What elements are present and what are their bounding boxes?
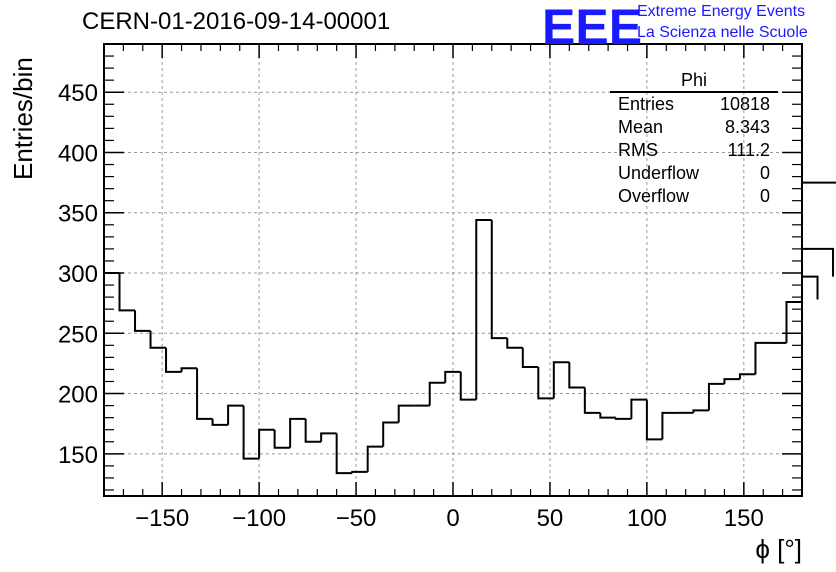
- histogram-bin: [521, 347, 539, 369]
- histogram-bin: [537, 367, 554, 400]
- stat-row-overflow: Overflow 0: [610, 185, 778, 208]
- histogram-bin: [180, 367, 198, 372]
- y-tick-label: 450: [58, 80, 98, 107]
- histogram-bin: [459, 371, 477, 401]
- histogram-bin: [707, 382, 725, 411]
- x-tick-label: 100: [627, 505, 667, 532]
- y-tick-label: 200: [58, 382, 98, 409]
- histogram-bin: [118, 273, 136, 312]
- histogram-bin: [506, 338, 523, 349]
- stat-value: 10818: [719, 94, 770, 114]
- histogram-bin: [289, 417, 306, 448]
- histogram-bin: [490, 219, 508, 340]
- histogram-bin: [351, 470, 368, 474]
- histogram-bin: [614, 417, 632, 420]
- histogram-bin: [552, 361, 570, 399]
- histogram-bin: [754, 341, 771, 375]
- stat-label: Entries: [618, 94, 675, 114]
- stat-row-entries: Entries 10818: [610, 93, 778, 116]
- histogram-bin: [785, 300, 802, 343]
- stat-label: RMS: [618, 140, 658, 160]
- histogram-bin: [802, 247, 835, 277]
- x-tick-label: −50: [336, 505, 377, 532]
- x-axis-label: ϕ [°]: [755, 534, 802, 564]
- histogram-bin: [802, 181, 836, 184]
- stat-row-rms: RMS 111.2: [610, 139, 778, 162]
- y-axis-label: Entries/bin: [8, 57, 38, 180]
- axis-ticks: [103, 43, 803, 496]
- histogram-bin: [692, 409, 709, 413]
- stat-label: Overflow: [618, 186, 690, 206]
- stats-title: Phi: [610, 70, 778, 93]
- histogram-bin: [444, 370, 461, 383]
- histogram-bin: [335, 433, 353, 475]
- stat-row-underflow: Underflow 0: [610, 162, 778, 185]
- stat-value: 0: [759, 186, 770, 206]
- histogram-bin: [149, 330, 167, 349]
- stat-value: 8.343: [724, 117, 770, 137]
- histogram-bin: [583, 387, 601, 414]
- y-tick-label: 400: [58, 140, 98, 167]
- histogram-bin: [320, 432, 337, 442]
- x-tick-label: 0: [446, 505, 459, 532]
- histogram-bin: [366, 445, 384, 472]
- histogram-bin: [227, 404, 244, 425]
- stat-value: 0: [759, 163, 770, 183]
- y-tick-label: 300: [58, 261, 98, 288]
- x-tick-label: −150: [135, 505, 189, 532]
- stats-box: Phi Entries 10818 Mean 8.343 RMS 111.2 U…: [610, 70, 778, 208]
- stat-label: Mean: [618, 117, 664, 137]
- histogram-bin: [196, 368, 213, 420]
- eee-logo: EEE: [542, 0, 643, 55]
- histogram-bin: [273, 429, 291, 449]
- y-tick-label: 250: [58, 321, 98, 348]
- stat-label: Underflow: [618, 163, 700, 183]
- histogram-bin: [258, 428, 275, 459]
- y-tick-label: 150: [58, 442, 98, 469]
- histogram-bin: [738, 373, 756, 380]
- x-tick-label: 150: [724, 505, 764, 532]
- x-tick-label: −100: [232, 505, 286, 532]
- histogram-bin: [661, 411, 678, 440]
- x-tick-labels: −150 −100 −50 0 50 100 150: [135, 505, 764, 532]
- histogram-bin: [475, 218, 492, 400]
- histogram-bin: [723, 378, 740, 384]
- histogram-bin: [397, 404, 415, 423]
- stat-value: 111.2: [727, 140, 770, 160]
- logo-text-line-1: Extreme Energy Events: [637, 3, 806, 20]
- stat-row-mean: Mean 8.343: [610, 116, 778, 139]
- grid-lines: [104, 44, 802, 496]
- histogram-bin: [134, 310, 151, 332]
- y-tick-labels: 150 200 250 300 350 400 450: [58, 80, 98, 469]
- histogram-bin: [645, 399, 663, 441]
- histogram-bin: [630, 398, 647, 419]
- histogram-bin: [304, 418, 322, 443]
- histogram-bin: [165, 347, 182, 373]
- x-tick-label: 50: [537, 505, 564, 532]
- run-title: CERN-01-2016-09-14-00001: [82, 8, 391, 35]
- histogram-bin: [211, 418, 229, 426]
- histogram-series: [104, 181, 836, 475]
- histogram-bin: [382, 421, 399, 447]
- histogram-bin: [242, 405, 260, 460]
- y-tick-label: 350: [58, 201, 98, 228]
- logo-text-line-2: La Scienza nelle Scuole: [637, 24, 808, 41]
- histogram-bin: [428, 381, 446, 406]
- histogram-bin: [802, 275, 819, 300]
- histogram-bin: [599, 412, 616, 419]
- histogram-bin: [568, 362, 585, 389]
